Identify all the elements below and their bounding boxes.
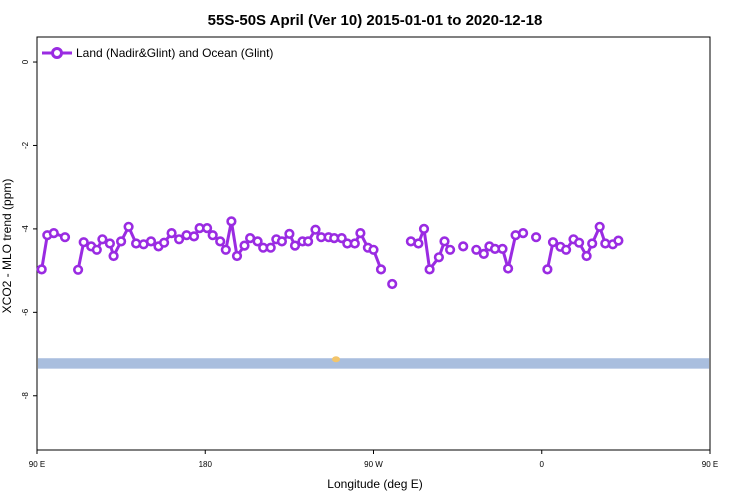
data-point: [207, 230, 218, 241]
x-tick-label: 0: [540, 460, 545, 469]
data-point: [220, 244, 231, 255]
x-tick-label: 90 E: [702, 460, 718, 469]
reference-band: [38, 356, 709, 369]
data-point: [48, 228, 59, 239]
data-point: [594, 221, 605, 232]
y-tick-label: 0: [21, 59, 30, 64]
data-point: [547, 237, 559, 248]
data-point: [418, 223, 430, 234]
data-point: [36, 264, 47, 275]
x-axis-label: Longitude (deg E): [327, 477, 422, 491]
data-point: [497, 243, 508, 254]
data-point: [188, 231, 200, 242]
data-point: [239, 240, 250, 251]
data-point: [560, 244, 572, 255]
data-point: [72, 264, 84, 275]
data-point: [433, 252, 445, 263]
data-point: [289, 240, 301, 251]
data-point: [458, 241, 469, 252]
data-point: [123, 221, 134, 232]
data-point: [166, 228, 177, 239]
data-point: [375, 264, 387, 275]
data-point: [310, 224, 321, 235]
data-point: [573, 237, 585, 248]
data-point: [59, 232, 71, 243]
data-point: [424, 264, 435, 275]
legend-label: Land (Nadir&Glint) and Ocean (Glint): [76, 46, 273, 60]
data-point: [108, 250, 119, 262]
y-tick-label: -2: [21, 141, 30, 149]
data-point: [174, 234, 185, 245]
data-point: [226, 216, 237, 227]
data-point: [517, 228, 529, 239]
band-marker-detail: [332, 356, 340, 363]
data-point: [202, 223, 213, 234]
reference-band-rect: [38, 358, 709, 369]
data-point: [231, 250, 243, 262]
axes: 90 E 180 90 W 0 90 E 0 -2 -4 -6 -8: [21, 59, 718, 469]
legend: Land (Nadir&Glint) and Ocean (Glint): [42, 46, 273, 60]
data-point: [478, 248, 489, 259]
y-tick-label: -8: [21, 392, 30, 400]
data-point: [530, 232, 542, 243]
x-tick-label: 180: [199, 460, 213, 469]
data-point: [471, 244, 482, 255]
data-point: [387, 278, 398, 290]
data-point: [368, 244, 379, 255]
y-tick-label: -6: [21, 308, 30, 316]
y-axis-label: XCO2 - MLO trend (ppm): [0, 179, 14, 314]
series-line-segment: [410, 227, 452, 271]
data-point: [97, 234, 108, 245]
data-point: [265, 242, 276, 253]
data-point: [439, 236, 450, 247]
chart-title: 55S-50S April (Ver 10) 2015-01-01 to 202…: [208, 12, 543, 29]
data-point: [349, 238, 360, 249]
data-point: [355, 228, 366, 239]
x-tick-label: 90 E: [29, 460, 45, 469]
data-point: [581, 250, 592, 262]
data-point: [613, 235, 624, 246]
data-point: [91, 244, 102, 255]
data-point: [115, 236, 127, 247]
legend-marker-swatch: [51, 47, 63, 59]
data-point: [284, 228, 295, 239]
data-point: [252, 236, 263, 247]
data-point: [215, 236, 226, 247]
data-point: [276, 236, 288, 247]
data-point: [159, 237, 170, 248]
data-point: [445, 244, 456, 255]
data-point: [303, 236, 314, 247]
data-point: [413, 238, 424, 249]
data-point: [78, 237, 89, 248]
data-point: [587, 238, 598, 249]
data-point: [503, 263, 514, 274]
y-tick-label: -4: [21, 225, 30, 233]
data-point: [145, 236, 157, 247]
x-tick-label: 90 W: [364, 460, 383, 469]
data-point: [104, 238, 115, 249]
data-series: [36, 216, 624, 290]
data-point: [542, 264, 553, 275]
